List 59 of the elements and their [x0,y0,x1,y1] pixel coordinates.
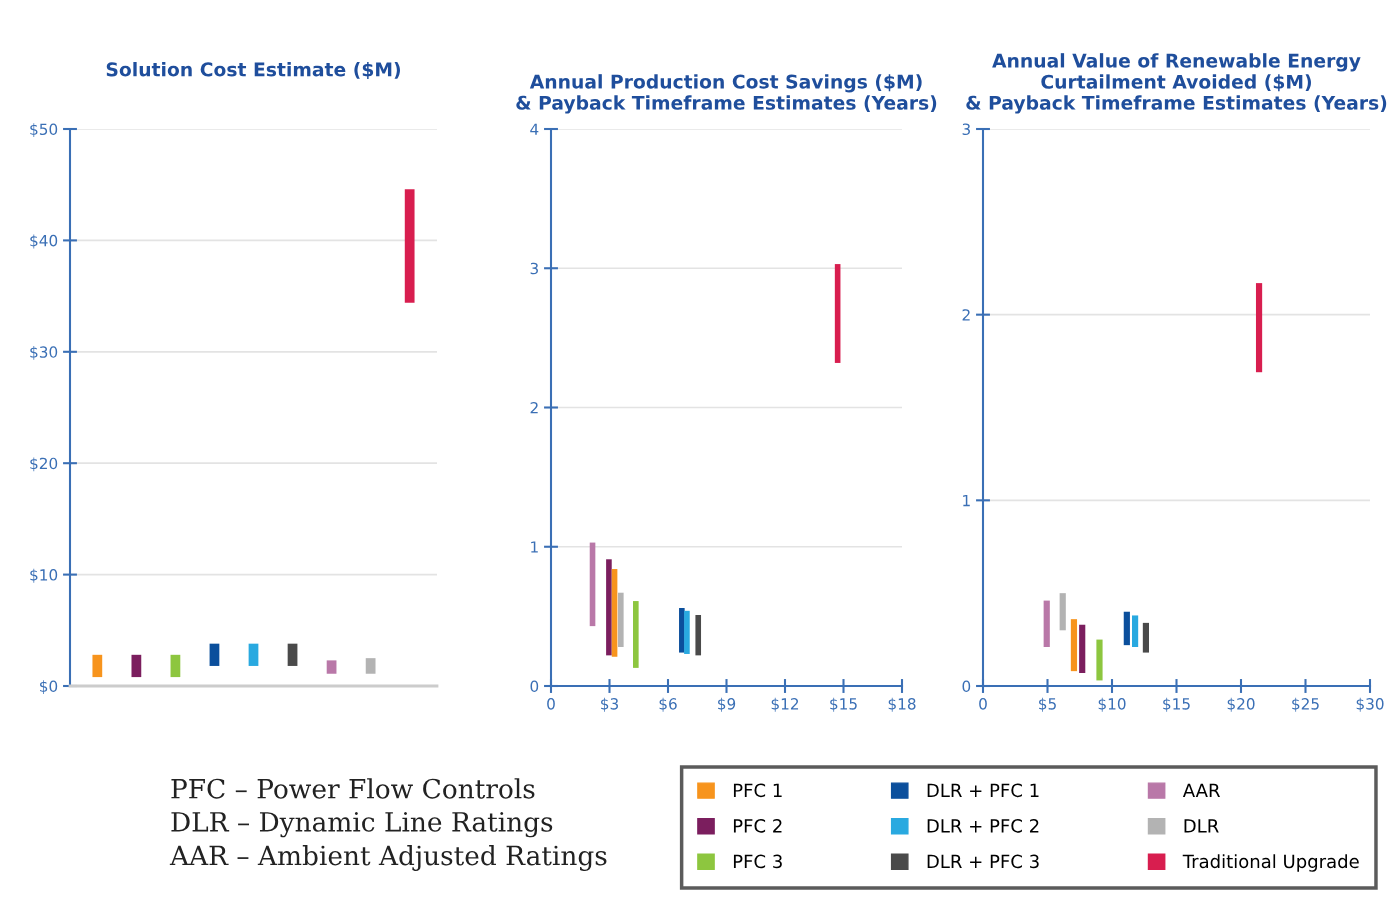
x-tick-label: 0 [979,698,987,710]
bar [1059,593,1066,631]
chart-title: Annual Production Cost Savings ($M) & Payback Timeframe Estimates (Years) [516,74,937,114]
text: PFC – Power Flow Controls [171,778,535,799]
chart-title: Annual Value of Renewable Energy Curtailment Avoided ($M) & Payback Timeframe Estimates (Years) [966,53,1387,114]
x-tick-label: $15 [1163,697,1190,712]
bar [633,601,639,668]
x-tick-label: $20 [1227,697,1255,712]
bar [679,608,685,653]
bar [606,559,612,656]
legend-label: PFC 2 [733,819,782,833]
x-tick-label: $10 [1098,697,1126,712]
bar [1096,639,1103,681]
y-tick-label: 2 [530,401,538,414]
y-tick-label: $50 [30,123,58,138]
y-tick-label: 3 [962,123,970,136]
legend-label: PFC 3 [733,854,782,869]
y-tick-label: 2 [962,309,970,321]
legend-label: DLR + PFC 1 [927,783,1039,798]
y-tick-label: $0 [40,680,58,695]
y-tick-label: 1 [963,495,970,507]
x-tick-label: $12 [771,697,799,712]
x-tick-label: $3 [601,697,618,712]
y-tick-label: $10 [30,568,58,583]
x-tick-label: $30 [1356,697,1384,712]
bar [1255,283,1263,373]
x-tick-label: $25 [1292,697,1319,712]
chart-title: Solution Cost Estimate ($M) [106,61,400,79]
bar [1123,611,1130,646]
bar [1132,615,1139,648]
y-tick-label: 0 [962,680,971,693]
bar [1079,624,1086,673]
bar [1142,622,1150,653]
y-tick-label: 3 [530,262,538,275]
legend-label: PFC 1 [733,783,782,798]
text: DLR – Dynamic Line Ratings [171,811,553,838]
legend-label: DLR + PFC 2 [927,819,1039,833]
y-tick-label: 1 [531,541,538,553]
legend-label: AAR [1182,783,1221,797]
x-tick-label: 0 [547,698,555,710]
bar [695,614,702,656]
legend-label: DLR [1184,819,1219,833]
text: AAR – Ambient Adjusted Ratings [169,845,607,871]
legend-label: Traditional Upgrade [1182,854,1359,872]
bar [1043,600,1050,648]
bar [618,592,624,648]
y-tick-label: $30 [30,346,58,360]
legend-label: DLR + PFC 3 [927,854,1039,869]
y-tick-label: 0 [530,680,539,693]
y-tick-label: $20 [30,457,58,472]
x-tick-label: $9 [718,697,736,712]
x-tick-label: $5 [1039,697,1056,712]
bar [1070,619,1078,672]
y-tick-label: 4 [530,123,539,135]
x-tick-label: $15 [830,697,857,712]
bar [684,610,690,654]
x-tick-label: $6 [659,697,677,712]
y-tick-label: $40 [30,234,58,249]
x-tick-label: $18 [888,697,916,712]
